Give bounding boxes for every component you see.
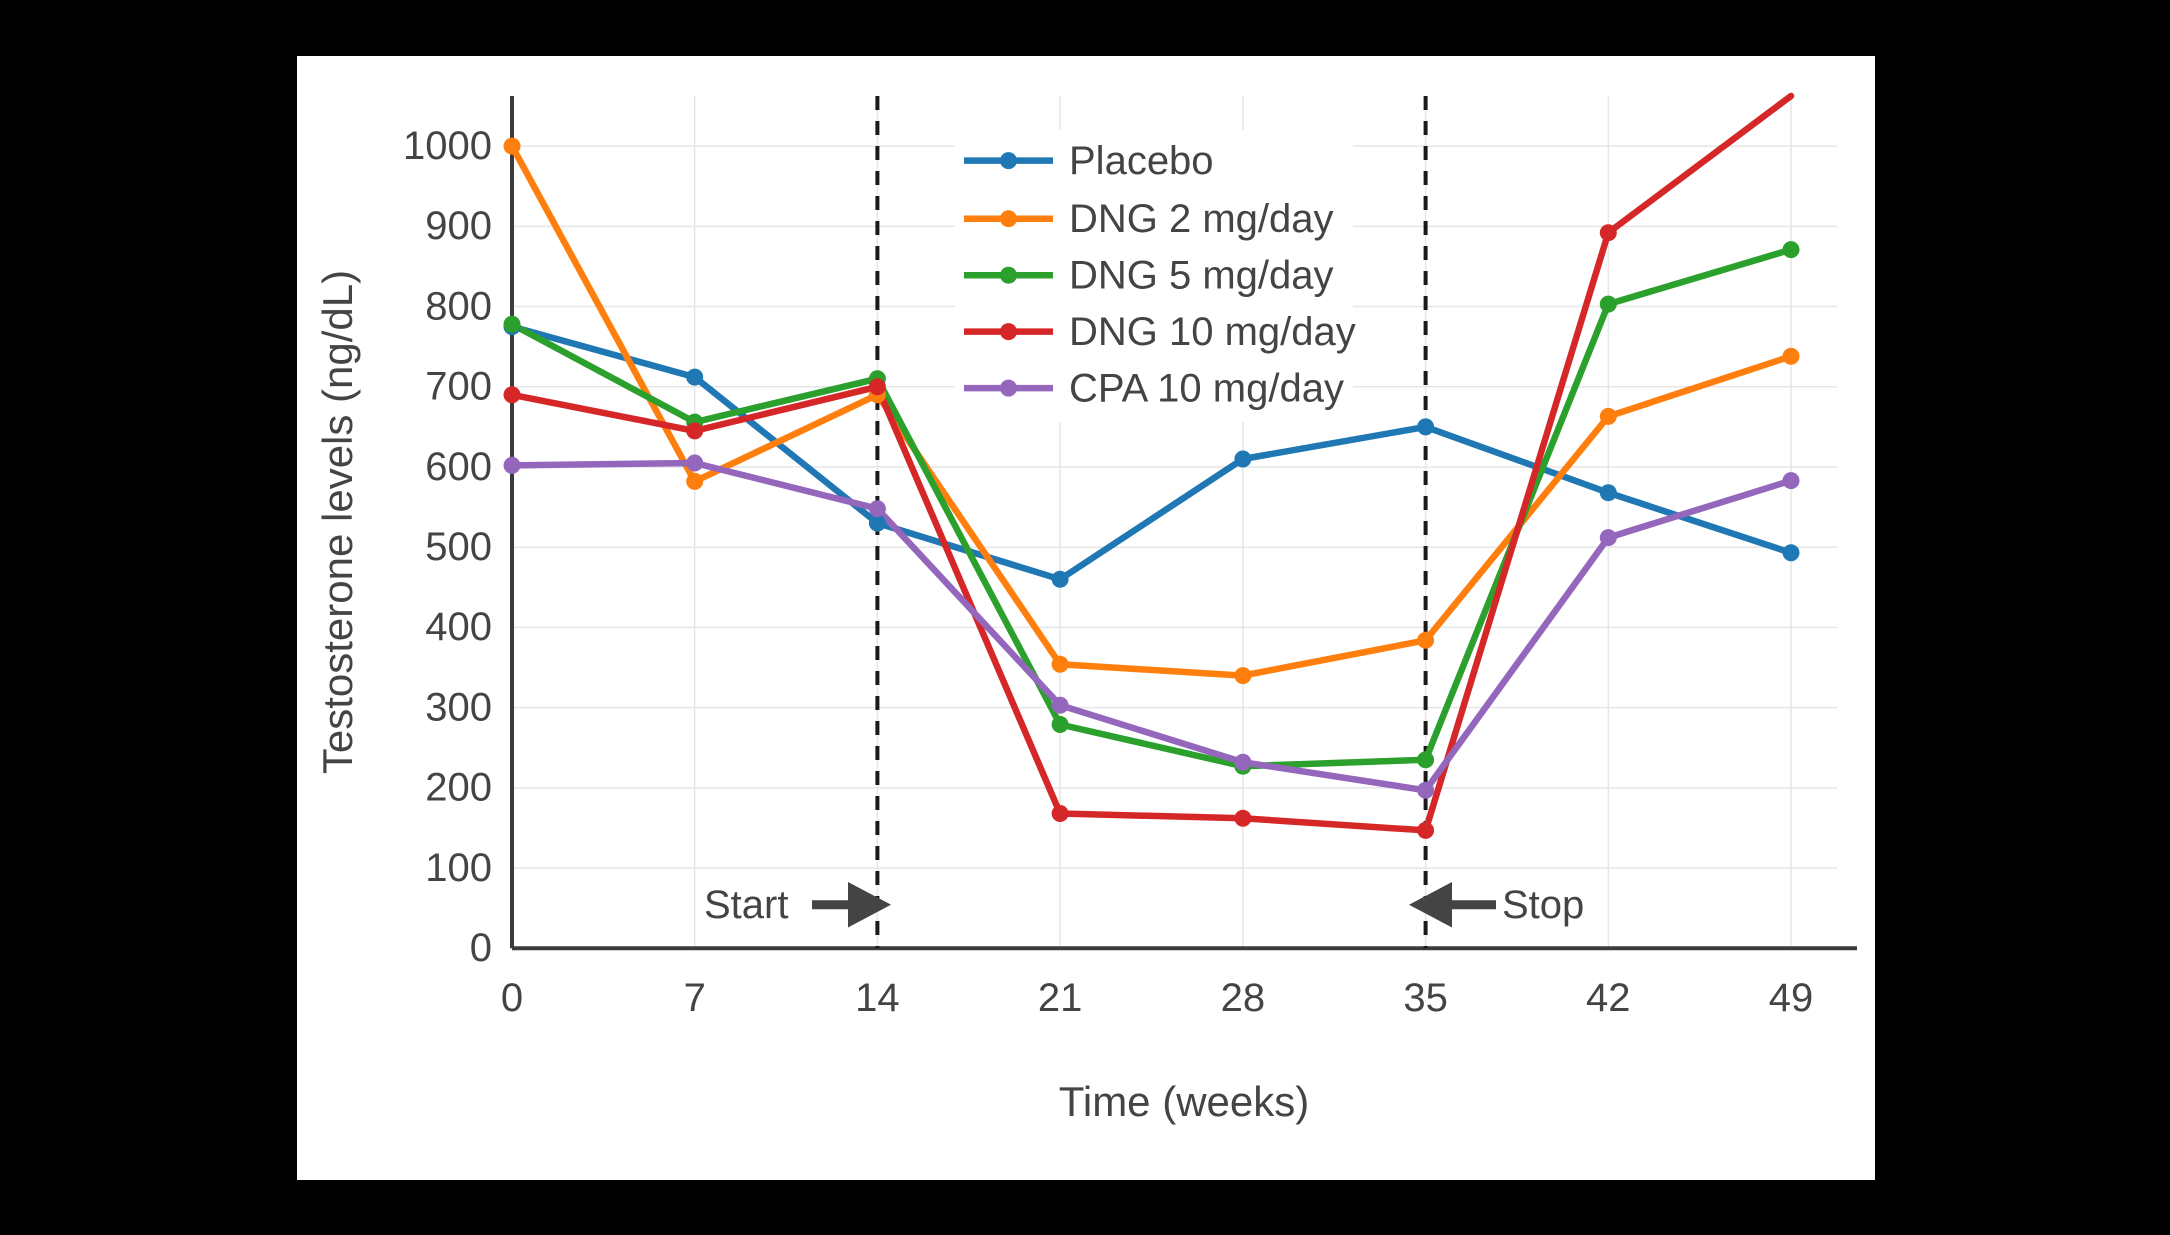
svg-text:CPA 10 mg/day: CPA 10 mg/day bbox=[1069, 367, 1344, 411]
svg-text:7: 7 bbox=[684, 976, 706, 1020]
svg-text:Stop: Stop bbox=[1502, 883, 1584, 927]
svg-text:21: 21 bbox=[1038, 976, 1083, 1020]
svg-text:300: 300 bbox=[425, 685, 492, 729]
svg-text:DNG 5 mg/day: DNG 5 mg/day bbox=[1069, 254, 1334, 298]
svg-text:35: 35 bbox=[1403, 976, 1448, 1020]
svg-text:0: 0 bbox=[470, 926, 492, 970]
svg-text:1000: 1000 bbox=[403, 124, 492, 168]
svg-text:500: 500 bbox=[425, 525, 492, 569]
svg-text:600: 600 bbox=[425, 445, 492, 489]
svg-text:DNG 2 mg/day: DNG 2 mg/day bbox=[1069, 197, 1334, 241]
svg-text:100: 100 bbox=[425, 846, 492, 890]
svg-text:700: 700 bbox=[425, 365, 492, 409]
svg-text:200: 200 bbox=[425, 766, 492, 810]
svg-text:28: 28 bbox=[1221, 976, 1266, 1020]
svg-text:Time (weeks): Time (weeks) bbox=[1059, 1078, 1309, 1125]
svg-text:49: 49 bbox=[1769, 976, 1814, 1020]
svg-text:42: 42 bbox=[1586, 976, 1631, 1020]
svg-text:14: 14 bbox=[855, 976, 900, 1020]
svg-text:0: 0 bbox=[501, 976, 523, 1020]
svg-text:Placebo: Placebo bbox=[1069, 139, 1214, 183]
svg-text:400: 400 bbox=[425, 605, 492, 649]
svg-text:800: 800 bbox=[425, 284, 492, 328]
svg-text:Start: Start bbox=[704, 883, 788, 927]
svg-text:DNG 10 mg/day: DNG 10 mg/day bbox=[1069, 310, 1356, 354]
svg-text:Testosterone levels (ng/dL): Testosterone levels (ng/dL) bbox=[314, 270, 361, 774]
svg-text:900: 900 bbox=[425, 204, 492, 248]
